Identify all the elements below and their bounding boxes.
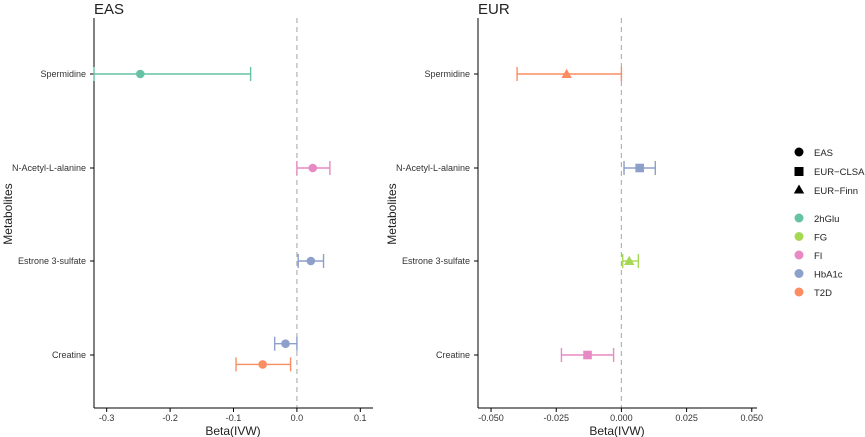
legend-swatch-fi bbox=[794, 250, 804, 260]
data-point-spermidine-t2d-eur bbox=[516, 67, 623, 81]
panel-title-eur: EUR bbox=[478, 1, 510, 18]
data-point-n-acetyl-l-alanine-fi-eas bbox=[296, 161, 331, 175]
y-tick-label-eur: Estrone 3-sulfate bbox=[402, 256, 470, 266]
legend-label-t2d: T2D bbox=[814, 288, 832, 299]
legend-color-fi: FI bbox=[794, 250, 822, 262]
panel-eur: EUR Metabolites Beta(IVW) -0.050 -0.025 0.… bbox=[385, 1, 763, 437]
data-point-estrone-3-sulfate-fg-eur bbox=[622, 254, 640, 268]
legend-color-t2d: T2D bbox=[794, 287, 832, 299]
x-tick-label-eur: -0.050 bbox=[478, 413, 504, 423]
y-axis-label-eas: Metabolites bbox=[1, 183, 15, 244]
y-tick-label-eur: Spermidine bbox=[424, 69, 470, 79]
data-point-creatine-hba1c-eas bbox=[274, 336, 298, 351]
y-tick-label-eur: Creatine bbox=[436, 350, 470, 360]
x-tick-label-eas: 0.0 bbox=[291, 413, 304, 423]
point-marker-circle bbox=[306, 256, 316, 266]
legend-swatch-fg bbox=[794, 232, 804, 241]
data-point-spermidine-2hglu-eas bbox=[93, 67, 252, 81]
point-marker-triangle bbox=[561, 68, 572, 78]
y-tick-label-eas: Creatine bbox=[52, 350, 86, 360]
point-marker-square bbox=[583, 350, 592, 360]
legend-label-fg: FG bbox=[814, 233, 827, 244]
y-tick-label-eas: Estrone 3-sulfate bbox=[18, 256, 86, 266]
legend-label-fi: FI bbox=[814, 251, 822, 262]
x-tick-label-eas: -0.1 bbox=[226, 413, 242, 423]
legend-label-eas: EAS bbox=[814, 148, 833, 159]
legend: EAS EUR−CLSA EUR−Finn 2hGlu FG FI HbA1c bbox=[793, 147, 865, 299]
legend-label-2hglu: 2hGlu bbox=[814, 214, 839, 225]
x-tick-label-eur: -0.025 bbox=[543, 413, 569, 423]
legend-label-eur-finn: EUR−Finn bbox=[814, 186, 858, 197]
x-axis-label-eur: Beta(IVW) bbox=[589, 424, 644, 437]
legend-shape-eur-clsa: EUR−CLSA bbox=[794, 167, 865, 178]
x-axis-label-eas: Beta(IVW) bbox=[205, 424, 260, 437]
point-marker-circle bbox=[308, 163, 318, 173]
x-tick-label-eas: 0.1 bbox=[354, 413, 367, 423]
point-marker-triangle bbox=[624, 255, 635, 265]
y-axis-label-eur: Metabolites bbox=[385, 183, 399, 244]
legend-color-hba1c: HbA1c bbox=[794, 269, 843, 281]
x-tick-label-eur: 0.000 bbox=[610, 413, 633, 423]
point-marker-circle bbox=[281, 339, 290, 349]
panel-title-eas: EAS bbox=[94, 1, 124, 18]
data-point-creatine-t2d-eas bbox=[235, 357, 292, 372]
legend-label-hba1c: HbA1c bbox=[814, 270, 843, 281]
legend-marker-square bbox=[794, 167, 804, 176]
legend-label-eur-clsa: EUR−CLSA bbox=[814, 167, 865, 178]
legend-swatch-2hglu bbox=[794, 213, 804, 223]
legend-swatch-t2d bbox=[794, 287, 804, 297]
panel-eas: EAS Metabolites Beta(IVW) -0.3 -0.2 -0.1 0.… bbox=[1, 1, 373, 437]
x-tick-label-eas: -0.3 bbox=[99, 413, 115, 423]
legend-marker-circle bbox=[794, 147, 804, 157]
legend-shape-eas: EAS bbox=[794, 147, 833, 159]
point-marker-circle bbox=[135, 69, 145, 79]
y-tick-label-eas: N-Acetyl-L-alanine bbox=[12, 163, 86, 173]
x-tick-label-eas: -0.2 bbox=[162, 413, 178, 423]
x-tick-label-eur: 0.025 bbox=[675, 413, 698, 423]
x-tick-label-eur: 0.050 bbox=[741, 413, 764, 423]
y-tick-label-eur: N-Acetyl-L-alanine bbox=[396, 163, 470, 173]
data-point-estrone-3-sulfate-hba1c-eas bbox=[297, 254, 325, 268]
legend-marker-triangle bbox=[793, 184, 805, 194]
legend-color-fg: FG bbox=[794, 232, 827, 244]
legend-swatch-hba1c bbox=[794, 269, 804, 278]
legend-shape-eur-finn: EUR−Finn bbox=[793, 184, 858, 197]
data-point-n-acetyl-l-alanine-hba1c-eur bbox=[623, 161, 657, 175]
legend-color-2hglu: 2hGlu bbox=[794, 213, 839, 225]
point-marker-circle bbox=[258, 360, 267, 369]
point-marker-square bbox=[635, 163, 644, 173]
y-tick-label-eas: Spermidine bbox=[40, 69, 86, 79]
data-point-creatine-fi-eur bbox=[560, 348, 615, 362]
